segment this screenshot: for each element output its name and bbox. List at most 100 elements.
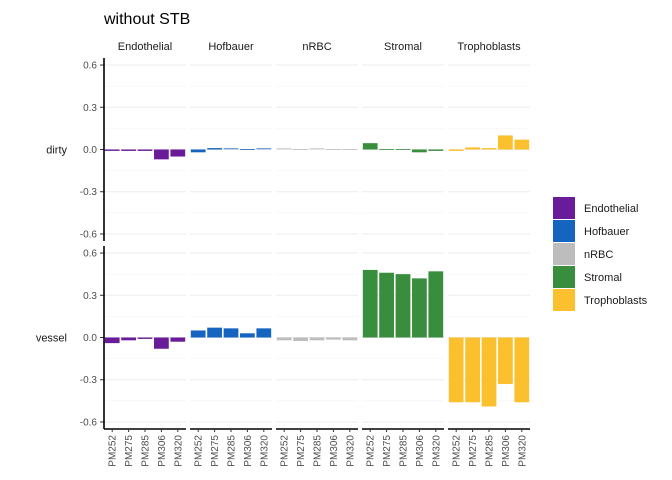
bar-dirty-nrbc-pm285 [309,148,325,150]
x-tick-label: PM285 [141,435,152,467]
bar-vessel-endothelial-pm306 [154,337,169,349]
panel-dirty-endothelial [103,58,186,241]
bar-vessel-nrbc-pm252 [276,337,292,341]
chart-title: without STB [103,11,190,28]
bar-dirty-trophoblasts-pm252 [448,149,464,151]
y-tick-label: 0.3 [83,291,97,302]
bar-vessel-trophoblasts-pm306 [498,337,513,384]
y-tick-label: -0.6 [80,417,98,428]
bar-dirty-endothelial-pm320 [170,149,186,157]
y-tick-label: -0.3 [80,375,98,386]
x-tick-label: PM320 [259,435,270,467]
x-tick-label: PM306 [329,435,340,467]
x-tick-label: PM320 [431,435,442,467]
bar-vessel-endothelial-pm275 [121,337,136,341]
panel-dirty-nrbc [276,64,358,235]
bar-vessel-nrbc-pm320 [342,337,358,341]
legend-item-hofbauer: Hofbauer [553,220,630,242]
x-tick-label: PM285 [399,435,410,467]
x-tick-label: PM275 [210,435,221,467]
x-tick-label: PM252 [280,435,291,467]
x-tick-label: PM275 [468,435,479,467]
y-tick-label: 0.3 [83,103,97,114]
legend-item-endothelial: Endothelial [553,197,638,219]
bar-vessel-nrbc-pm275 [293,337,308,342]
bar-dirty-hofbauer-pm285 [223,148,239,150]
bar-dirty-stromal-pm285 [395,149,411,150]
legend-key-hofbauer [553,220,575,242]
x-tick-label: PM252 [366,435,377,467]
legend-label: Trophoblasts [584,295,648,307]
bar-vessel-hofbauer-pm285 [223,328,239,338]
bar-vessel-trophoblasts-pm320 [514,337,530,403]
legend-key-endothelial [553,197,575,219]
panel-vessel-hofbauer: PM252 PM275 PM285 PM306 PM320 [190,252,272,467]
y-tick-label: 0.6 [83,249,97,260]
y-tick-label: -0.3 [80,187,98,198]
legend-label: Stromal [584,272,622,284]
bar-vessel-endothelial-pm252 [104,337,120,344]
bar-dirty-hofbauer-pm252 [190,149,206,153]
x-tick-label: PM275 [124,435,135,467]
row-labels: dirty vessel [36,145,68,345]
bar-dirty-stromal-pm275 [379,149,394,150]
legend: Endothelial Hofbauer nRBC Stromal Trophoblas… [553,197,648,311]
legend-item-trophoblasts: Trophoblasts [553,289,648,311]
bar-dirty-trophoblasts-pm285 [481,148,497,150]
bar-vessel-stromal-pm275 [379,272,394,338]
y-tick-label: 0.6 [83,61,97,72]
x-tick-label: PM306 [415,435,426,467]
y-tick-label: 0.0 [83,333,97,344]
bar-vessel-hofbauer-pm306 [240,333,255,338]
x-tick-label: PM320 [345,435,356,467]
panel-vessel-endothelial: PM252 PM275 PM285 PM306 PM320 [103,246,186,467]
x-tick-label: PM252 [108,435,119,467]
bar-dirty-endothelial-pm252 [104,149,120,151]
bar-dirty-endothelial-pm275 [121,149,136,151]
panel-dirty-trophoblasts [448,64,530,235]
bar-dirty-hofbauer-pm275 [207,148,222,150]
legend-item-stromal: Stromal [553,266,622,288]
panel-vessel-trophoblasts: PM252 PM275 PM285 PM306 PM320 [448,252,530,467]
bar-dirty-stromal-pm320 [428,149,444,151]
bar-dirty-trophoblasts-pm320 [514,139,530,150]
x-tick-label: PM320 [517,435,528,467]
x-tick-label: PM306 [243,435,254,467]
legend-label: Hofbauer [584,226,630,238]
bar-vessel-stromal-pm320 [428,271,444,338]
bar-vessel-hofbauer-pm275 [207,327,222,338]
facet-header-stromal: Stromal [384,41,422,53]
y-tick-label: -0.6 [80,229,98,240]
bar-vessel-nrbc-pm306 [326,337,341,340]
bar-vessel-hofbauer-pm320 [256,328,272,338]
bar-dirty-hofbauer-pm320 [256,148,272,150]
facet-headers: Endothelial Hofbauer nRBC Stromal Trophoblas… [118,41,521,53]
bar-vessel-trophoblasts-pm275 [465,337,480,403]
row-label-dirty: dirty [46,145,67,157]
x-tick-label: PM275 [382,435,393,467]
bar-dirty-endothelial-pm306 [154,149,169,160]
x-tick-label: PM285 [227,435,238,467]
x-tick-label: PM306 [157,435,168,467]
facet-header-trophoblasts: Trophoblasts [457,41,521,53]
panel-vessel-nrbc: PM252 PM275 PM285 PM306 PM320 [276,252,358,467]
bar-dirty-nrbc-pm306 [326,149,341,150]
bar-dirty-nrbc-pm320 [342,149,358,150]
bar-dirty-trophoblasts-pm275 [465,147,480,150]
x-tick-label: PM320 [173,435,184,467]
facet-header-hofbauer: Hofbauer [208,41,254,53]
bar-vessel-nrbc-pm285 [309,337,325,341]
bar-dirty-hofbauer-pm306 [240,149,255,150]
bar-vessel-trophoblasts-pm285 [481,337,497,407]
panel-vessel-stromal: PM252 PM275 PM285 PM306 PM320 [362,252,444,467]
bar-vessel-trophoblasts-pm252 [448,337,464,403]
x-tick-label: PM252 [452,435,463,467]
bar-dirty-nrbc-pm252 [276,148,292,150]
panel-dirty-stromal [362,64,444,235]
legend-key-nrbc [553,243,575,265]
legend-label: Endothelial [584,203,638,215]
legend-label: nRBC [584,249,613,261]
bar-vessel-endothelial-pm320 [170,337,186,342]
